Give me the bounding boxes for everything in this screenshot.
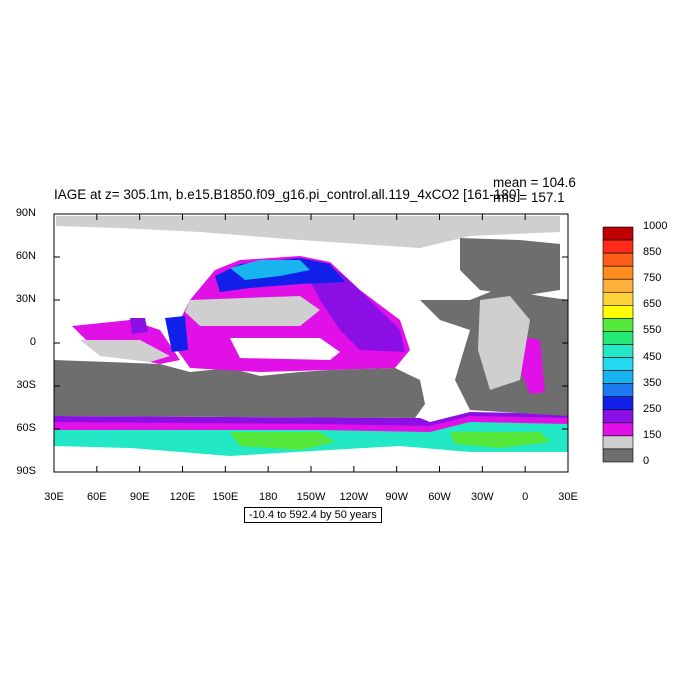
lon-label: 120E xyxy=(169,491,196,503)
colorbar-swatch xyxy=(602,291,634,306)
colorbar-label: 450 xyxy=(643,350,662,363)
lon-label: 90E xyxy=(129,491,150,503)
colorbar-swatch xyxy=(602,448,634,463)
colorbar-label: 550 xyxy=(643,324,662,337)
lon-label: 30E xyxy=(558,491,578,503)
colorbar-swatch xyxy=(602,344,634,358)
lon-label: 60E xyxy=(87,491,107,503)
lon-label: 120W xyxy=(339,491,369,503)
colorbar-swatch xyxy=(602,396,634,411)
colorbar-swatch xyxy=(602,278,634,293)
colorbar-swatch xyxy=(602,435,634,450)
lat-label: 90N xyxy=(15,207,36,219)
mean-stat: mean = 104.6 xyxy=(493,175,576,190)
colorbar-swatch xyxy=(602,357,634,371)
colorbar-label: 350 xyxy=(643,376,662,389)
colorbar-swatch xyxy=(602,239,634,254)
lat-label: 30S xyxy=(16,379,36,391)
lat-label: 30N xyxy=(15,293,36,305)
colorbar-label: 250 xyxy=(643,402,662,415)
colorbar-label: 750 xyxy=(643,272,662,285)
colorbar-swatch xyxy=(602,318,634,332)
lon-label: 60W xyxy=(428,491,451,503)
colorbar-swatch xyxy=(602,422,634,437)
lon-label: 150E xyxy=(212,491,239,503)
axis-ticks xyxy=(53,213,569,473)
colorbar xyxy=(602,226,634,463)
colorbar-label: 0 xyxy=(643,455,650,467)
lon-label: 0 xyxy=(522,491,529,503)
rms-stat: rms = 157.1 xyxy=(493,190,565,205)
lat-label: 60N xyxy=(15,250,36,262)
colorbar-label: 1000 xyxy=(643,220,668,232)
lon-label: 90W xyxy=(385,491,408,503)
colorbar-swatch xyxy=(602,226,634,241)
colorbar-swatch xyxy=(602,331,634,345)
lon-label: 150W xyxy=(296,491,326,503)
colorbar-label: 150 xyxy=(643,428,662,441)
lat-label: 60S xyxy=(16,422,36,434)
lon-label: 180 xyxy=(258,491,278,503)
map-field xyxy=(54,214,568,472)
colorbar-label: 850 xyxy=(643,246,662,259)
lat-label: 0 xyxy=(29,336,36,348)
colorbar-swatch xyxy=(602,265,634,280)
lon-label: 30E xyxy=(44,491,64,503)
lat-label: 90S xyxy=(16,465,36,477)
southern-landmass xyxy=(54,360,425,418)
eurasia-landmass xyxy=(460,238,560,296)
lon-label: 30W xyxy=(471,491,494,503)
contour-range-box: -10.4 to 592.4 by 50 years xyxy=(244,507,382,523)
colorbar-swatch xyxy=(602,409,634,424)
colorbar-swatch xyxy=(602,370,634,384)
colorbar-swatch xyxy=(602,305,634,319)
plot-title: IAGE at z= 305.1m, b.e15.B1850.f09_g16.p… xyxy=(54,187,521,202)
colorbar-swatch xyxy=(602,252,634,267)
colorbar-swatch xyxy=(602,383,634,398)
colorbar-label: 650 xyxy=(643,298,662,311)
